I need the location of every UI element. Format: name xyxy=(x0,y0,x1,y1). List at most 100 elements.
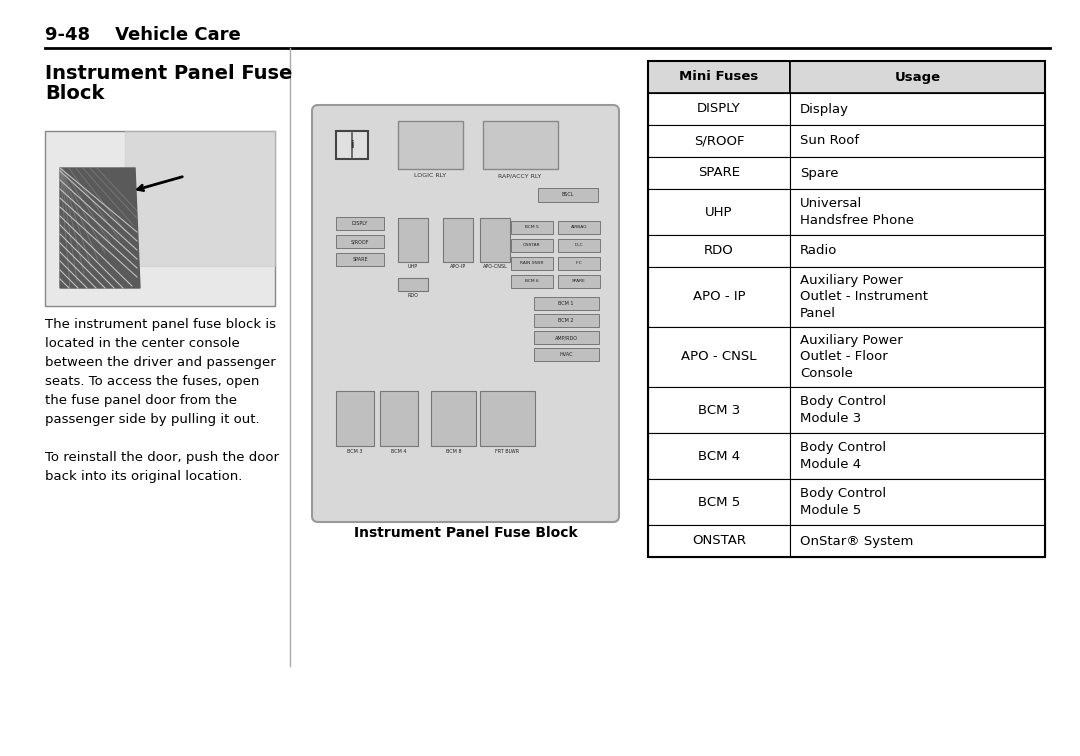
Bar xyxy=(648,327,789,387)
Bar xyxy=(789,525,1045,557)
Bar xyxy=(789,479,1045,525)
Text: BCM 6: BCM 6 xyxy=(525,280,539,284)
Bar xyxy=(534,297,599,310)
Text: i: i xyxy=(350,140,354,150)
Bar xyxy=(534,348,599,361)
Text: S/ROOF: S/ROOF xyxy=(693,135,744,147)
Bar xyxy=(789,157,1045,189)
Bar xyxy=(399,121,463,169)
Text: S/ROOF: S/ROOF xyxy=(351,239,369,244)
Bar xyxy=(511,257,553,270)
Bar xyxy=(399,278,428,291)
Bar xyxy=(558,257,600,270)
Text: To reinstall the door, push the door
back into its original location.: To reinstall the door, push the door bac… xyxy=(45,451,279,483)
Text: BCM 3: BCM 3 xyxy=(698,404,740,417)
Text: RDO: RDO xyxy=(704,244,734,258)
Bar xyxy=(443,218,473,262)
Text: BCM 5: BCM 5 xyxy=(698,495,740,509)
Text: Sun Roof: Sun Roof xyxy=(800,135,859,147)
Text: BCM 1: BCM 1 xyxy=(558,301,573,306)
Text: SPARE: SPARE xyxy=(352,257,368,262)
Bar xyxy=(336,235,384,248)
Bar xyxy=(534,331,599,344)
Bar xyxy=(511,239,553,252)
Text: HVAC: HVAC xyxy=(559,352,572,357)
Text: FRT BLWR: FRT BLWR xyxy=(496,449,519,454)
Bar xyxy=(336,131,368,159)
Text: Mini Fuses: Mini Fuses xyxy=(679,70,758,83)
Text: LOGIC RLY: LOGIC RLY xyxy=(414,173,446,178)
Text: Auxiliary Power
Outlet - Instrument
Panel: Auxiliary Power Outlet - Instrument Pane… xyxy=(800,274,928,320)
Text: RAIN SNSR: RAIN SNSR xyxy=(521,262,543,265)
Text: The instrument panel fuse block is
located in the center console
between the dri: The instrument panel fuse block is locat… xyxy=(45,318,276,426)
Text: ONSTAR: ONSTAR xyxy=(523,243,541,247)
Bar xyxy=(648,61,1045,557)
Text: Display: Display xyxy=(800,103,849,116)
Bar xyxy=(789,235,1045,267)
Text: SPARE: SPARE xyxy=(698,166,740,179)
Bar xyxy=(648,157,789,189)
Bar xyxy=(431,391,476,446)
Bar xyxy=(538,188,598,202)
Text: UHP: UHP xyxy=(408,264,418,269)
Bar xyxy=(648,61,789,93)
Bar xyxy=(483,121,558,169)
Text: BSCL: BSCL xyxy=(562,193,575,197)
Text: Spare: Spare xyxy=(800,166,838,179)
Text: APO - CNSL: APO - CNSL xyxy=(681,351,757,364)
Text: Instrument Panel Fuse Block: Instrument Panel Fuse Block xyxy=(353,526,578,540)
Bar xyxy=(558,275,600,288)
Bar xyxy=(336,253,384,266)
Text: BCM 8: BCM 8 xyxy=(446,449,461,454)
Text: ONSTAR: ONSTAR xyxy=(692,534,746,547)
Bar xyxy=(648,479,789,525)
Bar xyxy=(380,391,418,446)
Text: BCM 2: BCM 2 xyxy=(558,318,573,323)
Text: AMP/RDO: AMP/RDO xyxy=(554,335,578,340)
Text: APO-IP: APO-IP xyxy=(450,264,467,269)
Text: DISPLY: DISPLY xyxy=(697,103,741,116)
Text: Body Control
Module 4: Body Control Module 4 xyxy=(800,442,886,471)
Text: IFC: IFC xyxy=(576,262,582,265)
Bar xyxy=(789,267,1045,327)
Text: SPARE: SPARE xyxy=(572,280,586,284)
Text: BCM 5: BCM 5 xyxy=(525,225,539,230)
Bar xyxy=(558,239,600,252)
Bar xyxy=(45,131,275,306)
Bar xyxy=(789,433,1045,479)
Text: Body Control
Module 3: Body Control Module 3 xyxy=(800,395,886,425)
Bar xyxy=(336,391,374,446)
Text: OnStar® System: OnStar® System xyxy=(800,534,914,547)
Polygon shape xyxy=(125,131,275,266)
Text: Instrument Panel Fuse: Instrument Panel Fuse xyxy=(45,64,293,83)
Bar xyxy=(789,93,1045,125)
Text: BCM 4: BCM 4 xyxy=(391,449,407,454)
Bar xyxy=(648,267,789,327)
Bar xyxy=(558,221,600,234)
Text: RAP/ACCY RLY: RAP/ACCY RLY xyxy=(498,173,542,178)
Bar xyxy=(534,314,599,327)
Bar xyxy=(480,218,510,262)
Bar xyxy=(648,93,789,125)
Text: 9-48    Vehicle Care: 9-48 Vehicle Care xyxy=(45,26,241,44)
Bar xyxy=(789,61,1045,93)
Bar xyxy=(648,387,789,433)
Bar xyxy=(511,221,553,234)
Text: Universal
Handsfree Phone: Universal Handsfree Phone xyxy=(800,197,914,227)
FancyBboxPatch shape xyxy=(312,105,619,522)
Bar xyxy=(399,218,428,262)
Bar xyxy=(480,391,535,446)
Bar xyxy=(511,275,553,288)
Text: APO-CNSL: APO-CNSL xyxy=(483,264,508,269)
Bar xyxy=(789,125,1045,157)
Text: RDO: RDO xyxy=(407,293,418,298)
Bar xyxy=(648,189,789,235)
Bar xyxy=(648,525,789,557)
Text: Auxiliary Power
Outlet - Floor
Console: Auxiliary Power Outlet - Floor Console xyxy=(800,334,903,380)
Bar xyxy=(336,217,384,230)
Bar xyxy=(789,327,1045,387)
Text: AIRBAG: AIRBAG xyxy=(570,225,588,230)
Text: Usage: Usage xyxy=(894,70,941,83)
Bar xyxy=(648,125,789,157)
Text: Body Control
Module 5: Body Control Module 5 xyxy=(800,488,886,517)
